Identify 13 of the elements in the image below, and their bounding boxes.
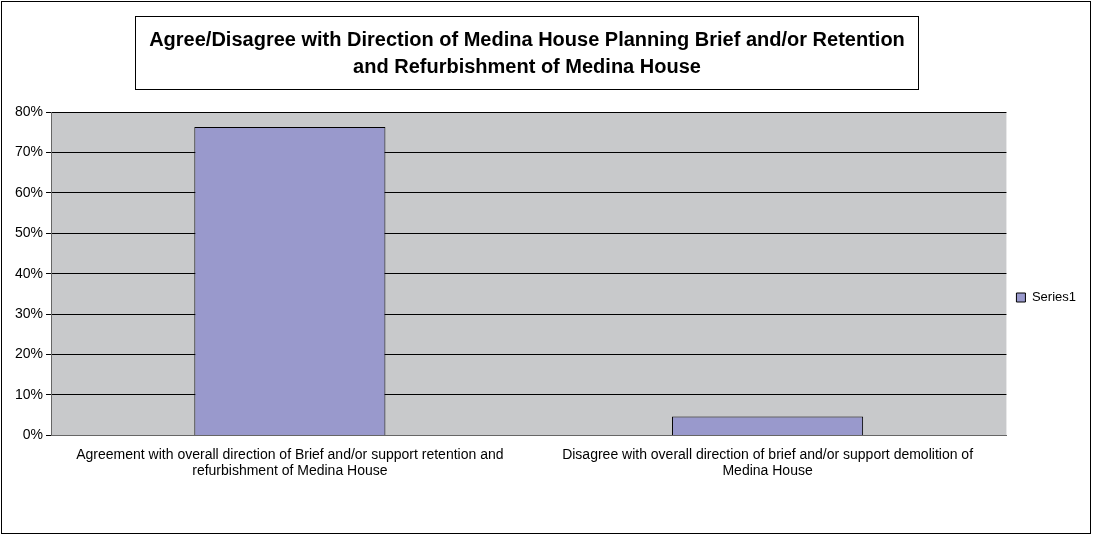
y-tick-label: 50%	[14, 224, 44, 241]
y-tick-label: 70%	[14, 143, 44, 160]
y-tick-label: 10%	[14, 385, 44, 402]
y-tick-label: 60%	[14, 183, 44, 200]
x-tick-label: Disagree with overall direction of brief and/or support demolition of Medina House	[562, 445, 974, 479]
legend-label: Series1	[1031, 289, 1076, 305]
y-tick-label: 80%	[14, 102, 44, 119]
y-tick-label: 30%	[14, 304, 44, 321]
chart-title: Agree/Disagree with Direction of Medina House Planning Brief and/or Retention and Refurbishment of Medina House	[135, 16, 919, 90]
y-tick-label: 0%	[22, 426, 44, 443]
x-tick-label: Agreement with overall direction of Brief and/or support retention and refurbishment of Medina House	[76, 445, 504, 479]
y-tick-label: 20%	[14, 345, 44, 362]
y-tick-label: 40%	[14, 264, 44, 281]
